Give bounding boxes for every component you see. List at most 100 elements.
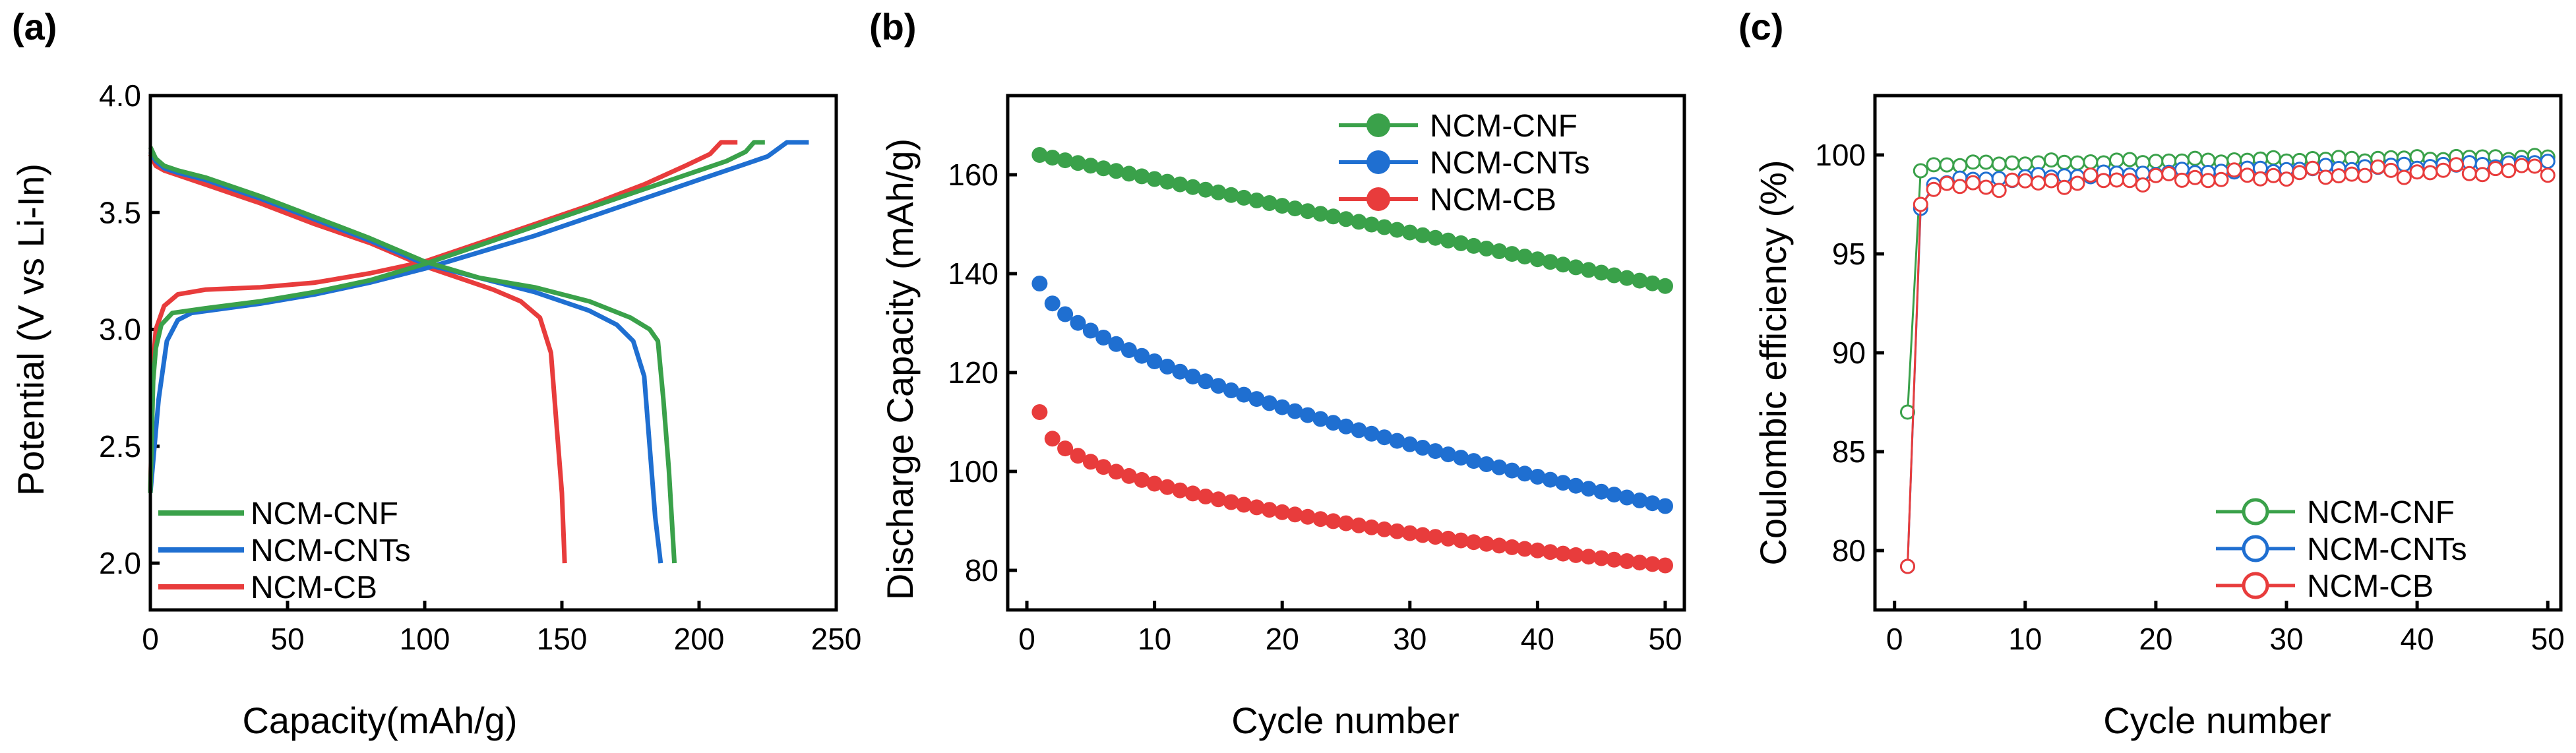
point-ncm-cb bbox=[1108, 464, 1124, 480]
point-ncm-cnts bbox=[1044, 295, 1060, 312]
point-ncm-cnts bbox=[1134, 347, 1150, 364]
legend-marker-ncm-cb bbox=[1366, 187, 1390, 211]
point-ncm-cnf bbox=[1401, 224, 1418, 241]
panel-c-ticks: 0 10 20 30 40 50 80 85 90 95 100 bbox=[1815, 138, 2565, 656]
point-ncm-cnts bbox=[1274, 399, 1291, 415]
point-ncm-cb bbox=[1325, 513, 1341, 529]
point-ncm-cb bbox=[2083, 167, 2099, 183]
point-ncm-cb bbox=[2501, 163, 2517, 179]
point-ncm-cb bbox=[2240, 167, 2255, 183]
point-ncm-cnf bbox=[1939, 157, 1955, 173]
x-tick-label: 40 bbox=[2401, 622, 2434, 656]
point-ncm-cnf bbox=[1223, 187, 1239, 203]
point-ncm-cb bbox=[1632, 555, 1648, 571]
point-ncm-cb bbox=[2174, 172, 2190, 188]
point-ncm-cb bbox=[1542, 544, 1558, 560]
point-ncm-cnf bbox=[1108, 163, 1124, 179]
x-tick-label: 150 bbox=[537, 622, 588, 656]
panel-b-ticks: 0 10 20 30 40 50 80 100 120 140 160 bbox=[948, 158, 1682, 656]
point-ncm-cnts bbox=[1478, 456, 1494, 472]
point-ncm-cb bbox=[1070, 448, 1086, 464]
point-ncm-cnts bbox=[1146, 353, 1163, 369]
point-ncm-cb bbox=[2148, 167, 2164, 183]
point-ncm-cb bbox=[1134, 471, 1150, 488]
point-ncm-cb bbox=[1261, 502, 1277, 518]
point-ncm-cb bbox=[1146, 475, 1163, 492]
x-tick-label: 50 bbox=[270, 622, 304, 656]
point-ncm-cb bbox=[2449, 157, 2464, 173]
panel-a-frame bbox=[148, 94, 838, 612]
point-ncm-cnf bbox=[1363, 216, 1380, 233]
point-ncm-cnts bbox=[1287, 403, 1303, 419]
point-ncm-cnf bbox=[2187, 150, 2203, 166]
legend-label-ncm-cb: NCM-CB bbox=[1430, 183, 1556, 218]
point-ncm-cnf bbox=[1198, 181, 1214, 198]
point-ncm-cb bbox=[1517, 541, 1533, 557]
point-ncm-cnts bbox=[1363, 425, 1380, 442]
point-ncm-cnf bbox=[1338, 211, 1354, 227]
point-ncm-cnf bbox=[1965, 154, 1981, 170]
point-ncm-cnts bbox=[1568, 477, 1584, 494]
point-ncm-cb bbox=[2344, 166, 2360, 182]
panel-a-ticks: 0 50 100 150 200 250 2.0 2.5 3.0 3.5 4.0 bbox=[99, 78, 861, 656]
point-ncm-cb bbox=[2514, 158, 2530, 173]
point-ncm-cnf bbox=[1542, 254, 1558, 270]
point-ncm-cb bbox=[2070, 175, 2085, 191]
point-ncm-cnts bbox=[1593, 483, 1610, 500]
point-ncm-cb bbox=[1274, 504, 1291, 520]
point-ncm-cnf bbox=[1312, 206, 1329, 222]
point-ncm-cnts bbox=[1095, 330, 1112, 346]
point-ncm-cnf bbox=[1978, 154, 1994, 170]
point-ncm-cb bbox=[1427, 529, 1444, 545]
y-tick-label: 2.0 bbox=[99, 546, 141, 580]
point-ncm-cb bbox=[1415, 527, 1431, 543]
point-ncm-cnf bbox=[2070, 155, 2085, 171]
panel-b-ylabel: Discharge Capacity (mAh/g) bbox=[879, 138, 921, 600]
point-ncm-cb bbox=[1236, 497, 1252, 513]
point-ncm-cnf bbox=[1427, 229, 1444, 246]
point-ncm-cnts bbox=[1453, 450, 1469, 466]
point-ncm-cnf bbox=[2265, 150, 2281, 166]
point-ncm-cnf bbox=[1478, 241, 1494, 256]
point-ncm-cb bbox=[1401, 525, 1418, 541]
point-ncm-cnts bbox=[1376, 429, 1393, 446]
point-ncm-cb bbox=[1900, 558, 1915, 574]
y-tick-label: 85 bbox=[1832, 435, 1866, 469]
x-tick-label: 100 bbox=[400, 622, 450, 656]
point-ncm-cnts bbox=[1542, 471, 1558, 488]
point-ncm-cb bbox=[1504, 539, 1520, 555]
point-ncm-cb bbox=[1248, 499, 1265, 516]
x-tick-label: 0 bbox=[1018, 622, 1035, 656]
point-ncm-cnts bbox=[1198, 373, 1214, 390]
point-ncm-cb bbox=[1095, 459, 1112, 475]
point-ncm-cb bbox=[1044, 431, 1060, 447]
point-ncm-cb bbox=[2383, 162, 2399, 178]
point-ncm-cnts bbox=[1401, 436, 1418, 452]
point-ncm-cnf bbox=[1299, 203, 1316, 220]
panel-c: (c) Coulombic efficiency (%) Cycle numbe… bbox=[1738, 6, 2565, 741]
point-ncm-cb bbox=[2317, 169, 2333, 185]
point-ncm-cnf bbox=[1952, 158, 1968, 173]
point-ncm-cb bbox=[1198, 489, 1214, 504]
point-ncm-cb bbox=[2265, 167, 2281, 183]
point-ncm-cb bbox=[1389, 523, 1405, 539]
point-ncm-cnf bbox=[1593, 264, 1610, 281]
legend-label-ncm-cnf: NCM-CNF bbox=[251, 497, 398, 531]
panel-c-series bbox=[1900, 148, 2556, 574]
legend-marker-ncm-cnts bbox=[2242, 535, 2269, 562]
point-ncm-cnf bbox=[1555, 256, 1572, 273]
point-ncm-cb bbox=[1299, 508, 1316, 525]
series-ncm-cnts-charge-line bbox=[148, 140, 809, 494]
point-ncm-cnts bbox=[1491, 459, 1508, 475]
x-tick-label: 0 bbox=[1886, 622, 1903, 656]
legend-marker-ncm-cnts bbox=[1366, 150, 1390, 174]
panel-c-xlabel: Cycle number bbox=[2103, 700, 2331, 741]
point-ncm-cb bbox=[1465, 534, 1482, 551]
point-ncm-cnts bbox=[1657, 498, 1673, 514]
point-ncm-cnf bbox=[1070, 155, 1086, 171]
point-ncm-cb bbox=[1555, 545, 1572, 562]
point-ncm-cnts bbox=[1389, 433, 1405, 449]
series-ncm-cnts-discharge-line bbox=[148, 150, 663, 564]
